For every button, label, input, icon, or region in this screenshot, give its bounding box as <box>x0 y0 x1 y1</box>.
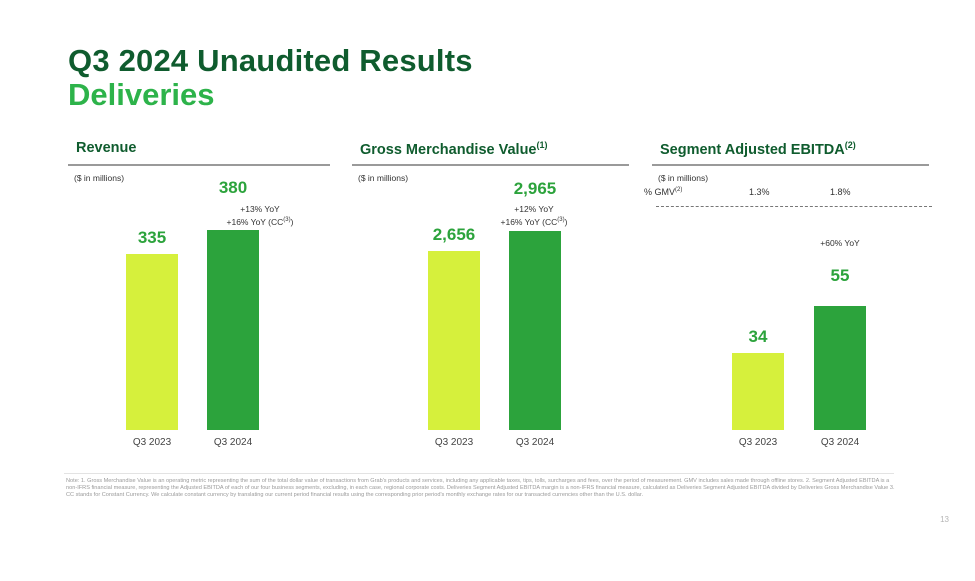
gmv-pct-label: % GMV(2) <box>644 187 683 197</box>
revenue-title-rule <box>68 164 330 166</box>
gmv-category-label-q3-2023: Q3 2023 <box>434 437 474 448</box>
title-block: Q3 2024 Unaudited Results Deliveries <box>68 44 473 112</box>
revenue-bar-q3-2024 <box>207 230 259 430</box>
gmv-panel: Gross Merchandise Value(1) ($ in million… <box>352 140 629 470</box>
ebitda-title-rule <box>652 164 929 166</box>
ebitda-title: Segment Adjusted EBITDA(2) <box>660 140 856 158</box>
revenue-category-label-q3-2023: Q3 2023 <box>132 437 172 448</box>
gmv-pct-value-q3-2023: 1.3% <box>749 187 770 197</box>
revenue-panel: Revenue ($ in millions) +13% YoY +16% Yo… <box>68 140 330 470</box>
ebitda-bar-q3-2024 <box>814 306 866 430</box>
revenue-yoy-annotation: +13% YoY +16% YoY (CC(3)) <box>205 204 315 228</box>
ebitda-category-label-q3-2024: Q3 2024 <box>820 437 860 448</box>
page-subtitle: Deliveries <box>68 77 215 112</box>
gmv-bar-q3-2024 <box>509 231 561 430</box>
revenue-value-label-q3-2023: 335 <box>137 228 167 247</box>
ebitda-value-label-q3-2024: 55 <box>830 266 850 285</box>
footnote-divider <box>64 473 894 474</box>
gmv-value-label-q3-2023: 2,656 <box>432 225 476 244</box>
gmv-divider <box>656 206 932 207</box>
revenue-yoy-text: +13% YoY <box>240 204 280 214</box>
gmv-title: Gross Merchandise Value(1) <box>360 140 548 158</box>
gmv-category-label-q3-2024: Q3 2024 <box>515 437 555 448</box>
revenue-category-label-q3-2024: Q3 2024 <box>213 437 253 448</box>
footnote: Note: 1. Gross Merchandise Value is an o… <box>66 478 895 498</box>
gmv-cc-text: +16% YoY (CC(3)) <box>500 216 568 227</box>
ebitda-yoy-annotation: +60% YoY <box>785 238 895 249</box>
revenue-title: Revenue <box>76 140 137 156</box>
gmv-bar-q3-2023 <box>428 251 480 430</box>
ebitda-value-label-q3-2023: 34 <box>748 327 768 346</box>
ebitda-yoy-text: +60% YoY <box>820 238 860 248</box>
gmv-unit-note: ($ in millions) <box>358 173 409 183</box>
gmv-value-label-q3-2024: 2,965 <box>513 179 557 198</box>
page-number: 13 <box>940 515 949 524</box>
revenue-unit-note: ($ in millions) <box>74 173 125 183</box>
gmv-yoy-annotation: +12% YoY +16% YoY (CC(3)) <box>479 204 589 228</box>
ebitda-bar-q3-2023 <box>732 353 784 430</box>
revenue-cc-text: +16% YoY (CC(3)) <box>226 216 294 227</box>
page-title: Q3 2024 Unaudited Results <box>68 43 473 78</box>
gmv-yoy-text: +12% YoY <box>514 204 554 214</box>
ebitda-unit-note: ($ in millions) <box>658 173 709 183</box>
revenue-value-label-q3-2024: 380 <box>218 178 248 197</box>
gmv-pct-value-q3-2024: 1.8% <box>830 187 851 197</box>
ebitda-panel: Segment Adjusted EBITDA(2) ($ in million… <box>644 140 932 470</box>
revenue-bar-q3-2023 <box>126 254 178 430</box>
ebitda-category-label-q3-2023: Q3 2023 <box>738 437 778 448</box>
gmv-title-rule <box>352 164 629 166</box>
